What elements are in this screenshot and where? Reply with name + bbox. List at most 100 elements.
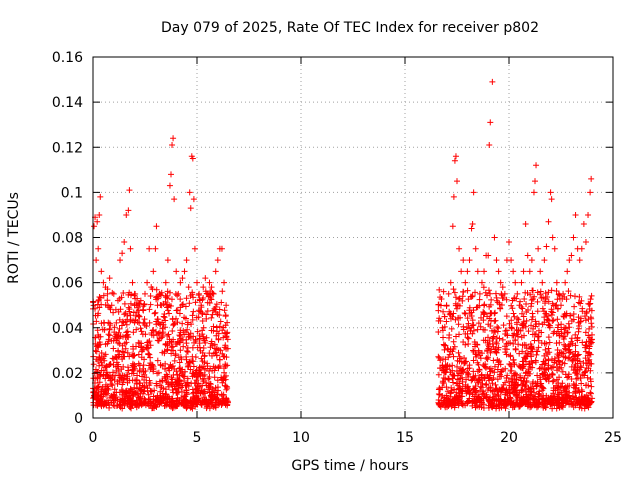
data-point: [554, 367, 561, 374]
data-point: [109, 355, 116, 362]
data-point: [146, 245, 153, 252]
data-point: [550, 330, 557, 337]
data-point: [582, 317, 589, 324]
data-point: [585, 397, 592, 404]
data-point: [183, 347, 190, 354]
data-point: [93, 348, 100, 355]
data-point: [214, 311, 221, 318]
data-point: [452, 294, 459, 301]
data-point: [171, 196, 178, 203]
data-point: [129, 279, 136, 286]
data-point: [213, 352, 220, 359]
data-point: [567, 395, 574, 402]
data-point: [514, 290, 521, 297]
data-point: [169, 405, 176, 412]
data-point: [564, 374, 571, 381]
data-point: [131, 319, 138, 326]
x-axis-label: GPS time / hours: [291, 458, 408, 474]
data-point: [589, 336, 596, 343]
data-point: [475, 377, 482, 384]
data-point: [195, 380, 202, 387]
data-point: [492, 290, 499, 297]
data-point: [460, 338, 467, 345]
data-point: [176, 310, 183, 317]
data-point: [140, 368, 147, 375]
data-point: [159, 330, 166, 337]
data-point: [218, 299, 225, 306]
data-point: [454, 382, 461, 389]
data-point: [494, 299, 501, 306]
data-point: [573, 370, 580, 377]
data-point: [456, 353, 463, 360]
data-point: [181, 373, 188, 380]
data-point: [444, 396, 451, 403]
data-point: [553, 376, 560, 383]
data-point: [568, 338, 575, 345]
data-point: [589, 395, 596, 402]
data-point: [153, 321, 160, 328]
data-point: [137, 386, 144, 393]
data-point: [558, 330, 565, 337]
data-point: [111, 392, 118, 399]
data-point: [487, 349, 494, 356]
data-point: [564, 268, 571, 275]
data-point: [470, 386, 477, 393]
data-point: [500, 401, 507, 408]
data-point: [516, 403, 523, 410]
data-point: [173, 307, 180, 314]
data-point: [94, 384, 101, 391]
data-point: [183, 257, 190, 264]
data-point: [203, 379, 210, 386]
data-point: [130, 309, 137, 316]
data-point: [155, 399, 162, 406]
data-point: [461, 310, 468, 317]
data-point: [218, 401, 225, 408]
data-point: [455, 385, 462, 392]
data-point: [465, 388, 472, 395]
data-point: [98, 393, 105, 400]
data-point: [207, 381, 214, 388]
data-point: [116, 351, 123, 358]
data-point: [133, 308, 140, 315]
data-point: [451, 289, 458, 296]
data-point: [568, 317, 575, 324]
data-point: [581, 313, 588, 320]
data-point: [157, 302, 164, 309]
data-point: [143, 344, 150, 351]
data-point: [208, 296, 215, 303]
data-point: [511, 359, 518, 366]
data-point: [165, 365, 172, 372]
data-point: [183, 295, 190, 302]
data-point: [442, 376, 449, 383]
data-point: [588, 307, 595, 314]
data-point: [208, 396, 215, 403]
data-point: [470, 307, 477, 314]
data-point: [149, 286, 156, 293]
data-point: [455, 349, 462, 356]
data-point: [152, 309, 159, 316]
data-point: [459, 374, 466, 381]
data-point: [503, 327, 510, 334]
data-point: [465, 335, 472, 342]
data-point: [205, 375, 212, 382]
data-point: [458, 268, 465, 275]
data-point: [194, 390, 201, 397]
data-point: [535, 327, 542, 334]
data-point: [131, 302, 138, 309]
data-point: [132, 401, 139, 408]
data-point: [524, 353, 531, 360]
data-point: [147, 354, 154, 361]
data-point: [153, 223, 160, 230]
data-point: [202, 275, 209, 282]
data-point: [137, 380, 144, 387]
data-point: [134, 304, 141, 311]
data-point: [172, 291, 179, 298]
data-point: [439, 327, 446, 334]
data-point: [436, 286, 443, 293]
data-point: [449, 367, 456, 374]
data-point: [113, 319, 120, 326]
data-point: [93, 343, 100, 350]
data-point: [181, 368, 188, 375]
data-point: [524, 252, 531, 259]
